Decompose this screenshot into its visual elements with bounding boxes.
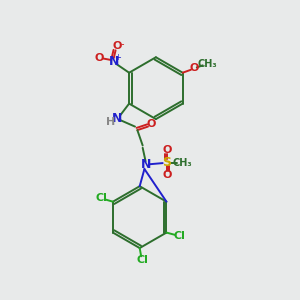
Text: O: O [112,41,122,51]
Text: O: O [95,53,104,63]
Text: +: + [114,53,121,62]
Text: Cl: Cl [95,193,107,203]
Text: CH₃: CH₃ [172,158,192,167]
Text: H: H [106,118,115,128]
Text: Cl: Cl [173,231,185,241]
Text: S: S [162,156,171,169]
Text: O: O [162,170,172,180]
Text: N: N [109,55,119,68]
Text: Cl: Cl [137,255,148,265]
Text: -: - [120,39,124,49]
Text: N: N [140,158,151,171]
Text: O: O [162,145,172,155]
Text: O: O [189,63,199,73]
Text: O: O [146,119,156,129]
Text: CH₃: CH₃ [198,59,218,70]
Text: N: N [112,112,122,125]
